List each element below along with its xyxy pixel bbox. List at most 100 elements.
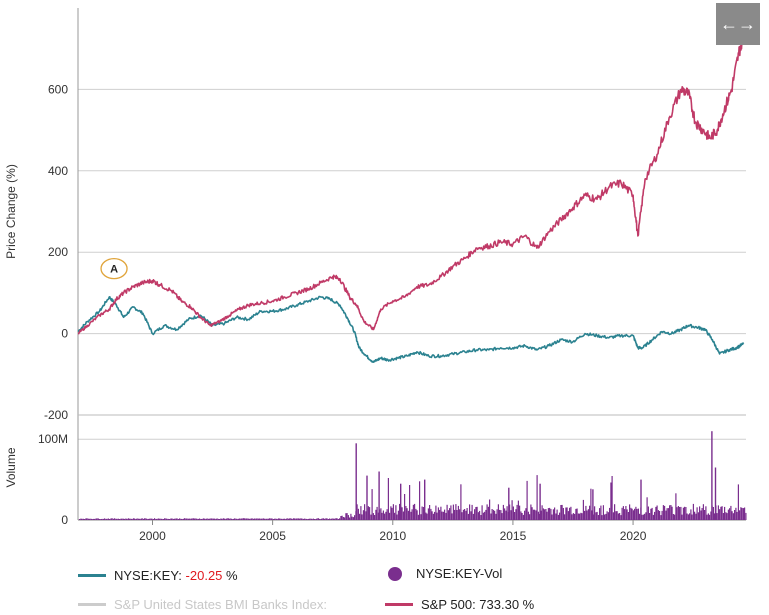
volume-bar: [646, 497, 648, 520]
volume-bar: [730, 505, 732, 520]
expand-chart-button[interactable]: ←→: [716, 3, 760, 45]
volume-bar: [310, 518, 312, 520]
volume-bar: [129, 518, 131, 520]
volume-bar: [124, 518, 126, 520]
volume-bar: [362, 510, 364, 520]
volume-bar: [436, 512, 438, 520]
volume-bar: [466, 508, 468, 520]
legend-item-sp[interactable]: S&P 500: 733.30 %: [385, 597, 534, 612]
volume-bar: [120, 518, 122, 520]
volume-bar: [249, 518, 251, 520]
volume-bar: [621, 507, 623, 520]
legend-item-vol[interactable]: NYSE:KEY-Vol: [388, 566, 502, 581]
volume-bar: [590, 488, 592, 520]
volume-bar: [602, 505, 604, 520]
volume-bar: [630, 507, 632, 520]
legend-swatch-vol: [388, 566, 402, 581]
volume-bar: [169, 519, 171, 520]
volume-bar: [457, 505, 459, 520]
axis-labels: -200 0 200 400 600 0 100M 2000 2005 2010 2015 2020 P…: [4, 82, 647, 543]
volume-bar: [515, 509, 517, 520]
volume-bar: [456, 510, 458, 520]
volume-bar: [360, 506, 362, 520]
volume-bar: [524, 510, 526, 520]
volume-bar: [296, 518, 298, 520]
volume-bar: [734, 510, 736, 520]
volume-bar: [231, 519, 233, 520]
volume-bar: [251, 518, 253, 520]
volume-bar: [399, 503, 401, 520]
volume-bar: [527, 511, 529, 520]
volume-bar: [157, 518, 159, 520]
volume-bar: [244, 518, 246, 520]
volume-bar: [435, 505, 437, 520]
volume-bar: [434, 511, 436, 520]
volume-bar: [204, 518, 206, 520]
volume-bar: [385, 511, 387, 520]
volume-bar: [155, 519, 157, 520]
volume-bar: [599, 508, 601, 520]
volume-bar: [150, 518, 152, 520]
volume-bar: [510, 510, 512, 520]
volume-bar: [641, 514, 643, 520]
volume-bar: [535, 510, 537, 520]
volume-bar: [297, 518, 299, 520]
volume-bar: [232, 518, 234, 520]
volume-bar: [96, 518, 98, 520]
volume-bar: [484, 511, 486, 520]
volume-bar: [85, 518, 87, 520]
volume-bar: [417, 514, 419, 520]
volume-bar: [174, 518, 176, 520]
volume-bar: [745, 512, 747, 520]
volume-bar: [737, 484, 739, 520]
volume-bar: [739, 510, 741, 520]
volume-bar: [282, 518, 284, 520]
volume-bar: [615, 511, 617, 520]
volume-bar: [382, 510, 384, 520]
volume-bar: [165, 518, 167, 520]
volume-bar: [141, 518, 143, 520]
volume-bar: [237, 518, 239, 520]
volume-bar: [149, 518, 151, 520]
volume-bar: [440, 506, 442, 520]
volume-bar: [551, 514, 553, 520]
legend-item-bmi[interactable]: S&P United States BMI Banks Index:: [78, 597, 327, 613]
volume-bar: [230, 518, 232, 520]
volume-bar: [312, 518, 314, 520]
volume-bar: [219, 519, 221, 520]
volume-bar: [329, 518, 331, 520]
volume-bar: [117, 518, 119, 520]
volume-bar: [226, 518, 228, 520]
volume-bar: [259, 518, 261, 520]
legend-swatch-bmi: [78, 603, 106, 606]
volume-bar: [634, 508, 636, 520]
volume-bar: [139, 518, 141, 520]
volume-bar: [287, 518, 289, 520]
volume-bar: [114, 518, 116, 520]
volume-bar: [299, 518, 301, 520]
volume-bar: [371, 489, 373, 520]
volume-bar: [159, 518, 161, 520]
ytick-label: 600: [48, 82, 68, 96]
volume-bar: [589, 505, 591, 520]
volume-bar: [322, 518, 324, 520]
volume-bar: [82, 518, 84, 520]
volume-bar: [331, 518, 333, 520]
volume-bar: [505, 510, 507, 520]
volume-bar: [607, 512, 609, 520]
volume-bar: [346, 513, 348, 520]
legend-item-key[interactable]: NYSE:KEY: -20.25 %: [78, 568, 238, 583]
legend-unit-key: %: [226, 568, 238, 583]
volume-bar: [720, 506, 722, 520]
volume-bar: [454, 509, 456, 520]
legend-label-sp: S&P 500: 733.30 %: [421, 597, 535, 612]
volume-bar: [596, 511, 598, 520]
volume-bar: [476, 506, 478, 520]
volume-bar: [531, 507, 533, 520]
volume-bar: [335, 518, 337, 520]
volume-bar: [132, 518, 134, 520]
volume-bar: [479, 510, 481, 520]
volume-bar: [267, 518, 269, 520]
chart-axes: [77, 8, 746, 525]
volume-bar: [704, 510, 706, 520]
